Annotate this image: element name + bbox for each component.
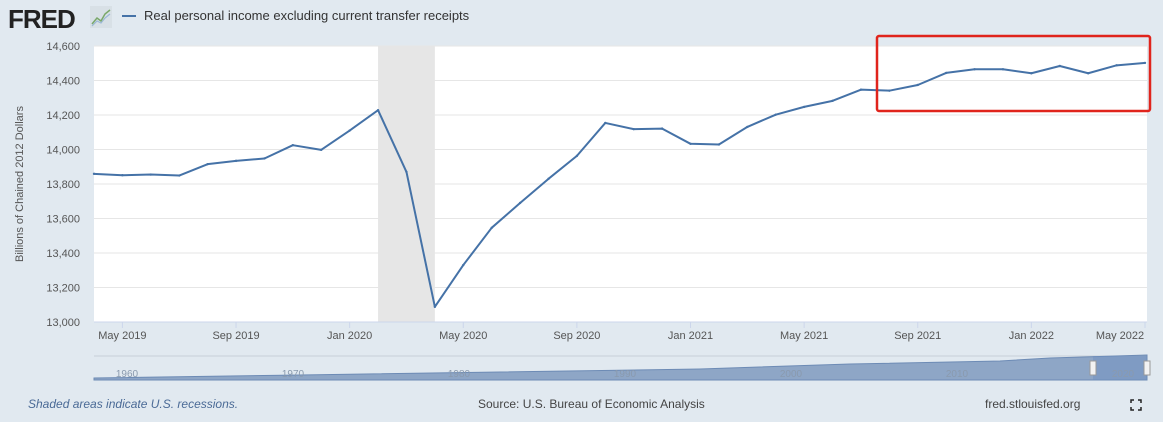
data-point bbox=[92, 172, 96, 176]
data-point bbox=[263, 157, 266, 160]
data-point bbox=[462, 263, 465, 267]
navigator-handle[interactable] bbox=[1089, 360, 1097, 376]
site-link[interactable]: fred.stlouisfed.org bbox=[985, 397, 1081, 411]
data-point bbox=[802, 105, 806, 109]
data-point bbox=[632, 127, 635, 131]
navigator-selection bbox=[1093, 356, 1147, 380]
fred-logo[interactable]: FRED bbox=[8, 4, 76, 34]
x-tick-label: Jan 2022 bbox=[1009, 330, 1054, 342]
legend[interactable]: Real personal income excluding current t… bbox=[122, 8, 469, 23]
legend-label: Real personal income excluding current t… bbox=[144, 8, 470, 23]
data-point bbox=[234, 159, 238, 163]
fullscreen-icon[interactable] bbox=[1130, 399, 1142, 411]
y-tick-label: 13,200 bbox=[46, 283, 80, 295]
data-point bbox=[518, 201, 522, 205]
y-axis-label: Billions of Chained 2012 Dollars bbox=[14, 106, 26, 262]
navigator-year-label: 1960 bbox=[116, 369, 139, 380]
source-note: Source: U.S. Bureau of Economic Analysis bbox=[478, 397, 705, 411]
data-point bbox=[944, 71, 948, 75]
navigator-year-label: 1990 bbox=[614, 369, 637, 380]
x-tick-label: Jan 2021 bbox=[668, 330, 713, 342]
navigator-handle[interactable] bbox=[1143, 360, 1151, 376]
data-point bbox=[490, 226, 493, 230]
y-tick-label: 13,000 bbox=[46, 317, 80, 329]
data-point bbox=[376, 108, 380, 112]
data-point bbox=[689, 142, 692, 146]
y-tick-label: 14,000 bbox=[46, 145, 80, 157]
recession-note: Shaded areas indicate U.S. recessions. bbox=[28, 397, 239, 411]
data-point bbox=[1115, 64, 1118, 67]
y-tick-label: 13,800 bbox=[46, 179, 80, 191]
navigator-year-label: 2000 bbox=[780, 369, 803, 380]
navigator-year-label: 2020 bbox=[1112, 369, 1135, 380]
data-point bbox=[1143, 61, 1147, 65]
data-point bbox=[973, 68, 976, 71]
data-point bbox=[1058, 64, 1061, 68]
y-tick-label: 14,400 bbox=[46, 76, 80, 88]
x-tick-label: Sep 2019 bbox=[212, 330, 259, 342]
data-point bbox=[888, 89, 891, 92]
highlight-box bbox=[875, 34, 1152, 113]
data-point bbox=[717, 143, 721, 146]
navigator-year-label: 2010 bbox=[946, 369, 969, 380]
line-chart-icon bbox=[90, 6, 112, 28]
data-point bbox=[1030, 72, 1033, 75]
data-point bbox=[660, 127, 664, 130]
data-point bbox=[206, 162, 209, 166]
data-point bbox=[916, 83, 919, 87]
series-line bbox=[93, 61, 1146, 308]
data-point bbox=[178, 174, 181, 177]
data-point bbox=[320, 148, 323, 152]
data-point bbox=[831, 99, 834, 103]
data-point bbox=[149, 173, 153, 176]
data-point bbox=[547, 177, 550, 181]
data-point bbox=[433, 305, 437, 309]
data-point bbox=[405, 170, 408, 174]
y-tick-label: 13,600 bbox=[46, 214, 80, 226]
data-point bbox=[121, 174, 124, 177]
x-tick-label: May 2021 bbox=[780, 330, 828, 342]
x-tick-label: Jan 2020 bbox=[327, 330, 372, 342]
data-point bbox=[1086, 72, 1090, 75]
data-point bbox=[575, 154, 579, 158]
x-tick-label: Sep 2020 bbox=[553, 330, 600, 342]
data-point bbox=[348, 129, 351, 132]
data-point bbox=[859, 88, 863, 91]
navigator-year-label: 1980 bbox=[448, 369, 471, 380]
data-point bbox=[1001, 68, 1005, 71]
legend-swatch bbox=[122, 14, 136, 17]
data-point bbox=[291, 143, 295, 147]
x-tick-label: May 2022 bbox=[1096, 330, 1144, 342]
data-point bbox=[774, 113, 777, 116]
navigator-year-label: 1970 bbox=[282, 369, 305, 380]
x-tick-label: Sep 2021 bbox=[894, 330, 941, 342]
y-tick-label: 13,400 bbox=[46, 248, 80, 260]
data-point bbox=[604, 121, 607, 125]
data-point bbox=[746, 125, 749, 129]
x-tick-label: May 2020 bbox=[439, 330, 487, 342]
y-tick-label: 14,600 bbox=[46, 41, 80, 53]
y-tick-label: 14,200 bbox=[46, 110, 80, 122]
x-tick-label: May 2019 bbox=[98, 330, 146, 342]
